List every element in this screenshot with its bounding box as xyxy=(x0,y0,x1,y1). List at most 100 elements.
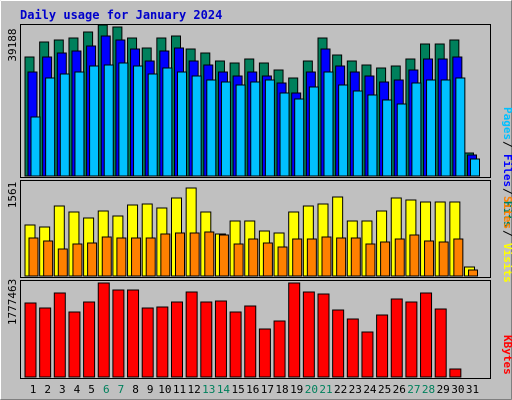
pages-bar-23-body xyxy=(352,90,363,177)
x-label-18: 18 xyxy=(275,383,288,396)
kbytes-bar-28 xyxy=(420,292,433,378)
kbytes-bar-26 xyxy=(390,298,403,378)
sites-bar-31-body xyxy=(468,269,478,277)
kbytes-bar-5-body xyxy=(83,301,96,378)
sites-bar-8 xyxy=(131,237,142,277)
legend-kbytes: KBytes xyxy=(501,335,512,375)
pages-bar-22-body xyxy=(338,84,349,177)
kbytes-bar-12 xyxy=(185,291,198,378)
sites-bar-26 xyxy=(394,238,405,277)
x-label-21: 21 xyxy=(319,383,332,396)
sites-bar-7 xyxy=(116,237,127,277)
x-label-8: 8 xyxy=(132,383,139,396)
sites-bar-5 xyxy=(87,242,98,277)
sites-bar-2 xyxy=(43,240,54,277)
sites-bar-10 xyxy=(160,233,171,277)
sites-bar-9 xyxy=(145,237,156,277)
top-ymax-label: 39188 xyxy=(6,28,19,61)
kbytes-bar-15 xyxy=(229,311,242,378)
pages-bar-20-body xyxy=(308,86,319,177)
pages-bar-17-body xyxy=(264,79,275,177)
legend-sites: Sites xyxy=(501,196,512,229)
pages-bar-11 xyxy=(177,71,187,177)
kbytes-bar-28-body xyxy=(420,292,433,378)
sites-bar-1 xyxy=(28,237,39,277)
kbytes-bar-5 xyxy=(83,301,96,378)
kbytes-bar-9-body xyxy=(141,307,154,378)
pages-bar-22 xyxy=(338,84,349,177)
sites-bar-19-body xyxy=(292,238,303,277)
x-label-5: 5 xyxy=(88,383,95,396)
pages-bar-13-body xyxy=(206,79,217,177)
legend-separator: / xyxy=(501,141,512,148)
sites-bar-1-body xyxy=(28,237,39,277)
kbytes-bar-17 xyxy=(258,328,271,378)
pages-bar-5-body xyxy=(89,65,100,177)
kbytes-bar-27 xyxy=(405,301,418,378)
kbytes-bar-8-body xyxy=(127,289,140,378)
panel-top-frame xyxy=(20,24,491,178)
sites-bar-30-body xyxy=(453,238,464,277)
x-label-4: 4 xyxy=(74,383,81,396)
pages-bar-2 xyxy=(45,77,56,177)
chart-title: Daily usage for January 2024 xyxy=(20,8,222,22)
kbytes-bar-24-body xyxy=(361,331,374,378)
kbytes-bars xyxy=(24,282,462,378)
pages-bar-10-body xyxy=(162,67,173,177)
kbytes-bar-21-body xyxy=(317,293,330,378)
kbytes-bar-14 xyxy=(214,300,227,378)
sites-bar-16-body xyxy=(248,238,259,277)
sites-bar-31 xyxy=(468,269,478,277)
hits-files-pages-bars xyxy=(24,24,480,177)
sites-bar-20 xyxy=(306,238,317,277)
x-label-17: 17 xyxy=(261,383,274,396)
sites-bar-25-body xyxy=(380,241,391,277)
pages-bar-1 xyxy=(30,116,41,177)
pages-bar-24-body xyxy=(367,94,378,177)
kbytes-bar-3 xyxy=(53,292,66,378)
pages-bar-6 xyxy=(103,64,114,177)
sites-bar-11 xyxy=(175,232,185,277)
pages-bar-7-body xyxy=(118,62,129,177)
kbytes-bar-22-body xyxy=(332,309,345,378)
sites-bar-22-body xyxy=(336,237,347,277)
x-label-3: 3 xyxy=(59,383,66,396)
sites-bar-15 xyxy=(233,243,244,277)
pages-bar-31 xyxy=(470,158,480,177)
x-label-25: 25 xyxy=(378,383,391,396)
kbytes-bar-9 xyxy=(141,307,154,378)
sites-bar-30 xyxy=(453,238,464,277)
sites-bar-13-body xyxy=(204,231,215,277)
legend-mid: Sites/ Visits xyxy=(501,196,512,283)
pages-bar-14-body xyxy=(220,81,231,177)
pages-bar-21 xyxy=(323,71,334,177)
sites-bar-27 xyxy=(409,234,420,277)
sites-bar-3 xyxy=(57,248,68,277)
sites-bar-20-body xyxy=(306,238,317,277)
kbytes-bar-10-body xyxy=(156,306,169,378)
pages-bar-15-body xyxy=(235,84,246,177)
sites-bar-2-body xyxy=(43,240,54,277)
x-label-10: 10 xyxy=(158,383,171,396)
kbytes-bar-24 xyxy=(361,331,374,378)
sites-bar-26-body xyxy=(394,238,405,277)
sites-bar-23 xyxy=(350,237,361,277)
pages-bar-5 xyxy=(89,65,100,177)
sites-bar-28-body xyxy=(424,240,435,277)
x-label-31: 31 xyxy=(466,383,479,396)
sites-bar-17-body xyxy=(262,242,273,277)
sites-bar-24-body xyxy=(365,243,376,277)
sites-bar-25 xyxy=(380,241,391,277)
x-label-12: 12 xyxy=(188,383,201,396)
kbytes-bar-21 xyxy=(317,293,330,378)
legend-visits: Visits xyxy=(501,243,512,283)
pages-bar-9-body xyxy=(147,73,158,177)
pages-bar-8 xyxy=(133,65,144,177)
pages-bar-24 xyxy=(367,94,378,177)
kbytes-bar-17-body xyxy=(258,328,271,378)
sites-bar-24 xyxy=(365,243,376,277)
kbytes-bar-25-body xyxy=(376,314,389,378)
kbytes-bar-10 xyxy=(156,306,169,378)
pages-bar-16-body xyxy=(250,81,261,177)
sites-bar-17 xyxy=(262,242,273,277)
